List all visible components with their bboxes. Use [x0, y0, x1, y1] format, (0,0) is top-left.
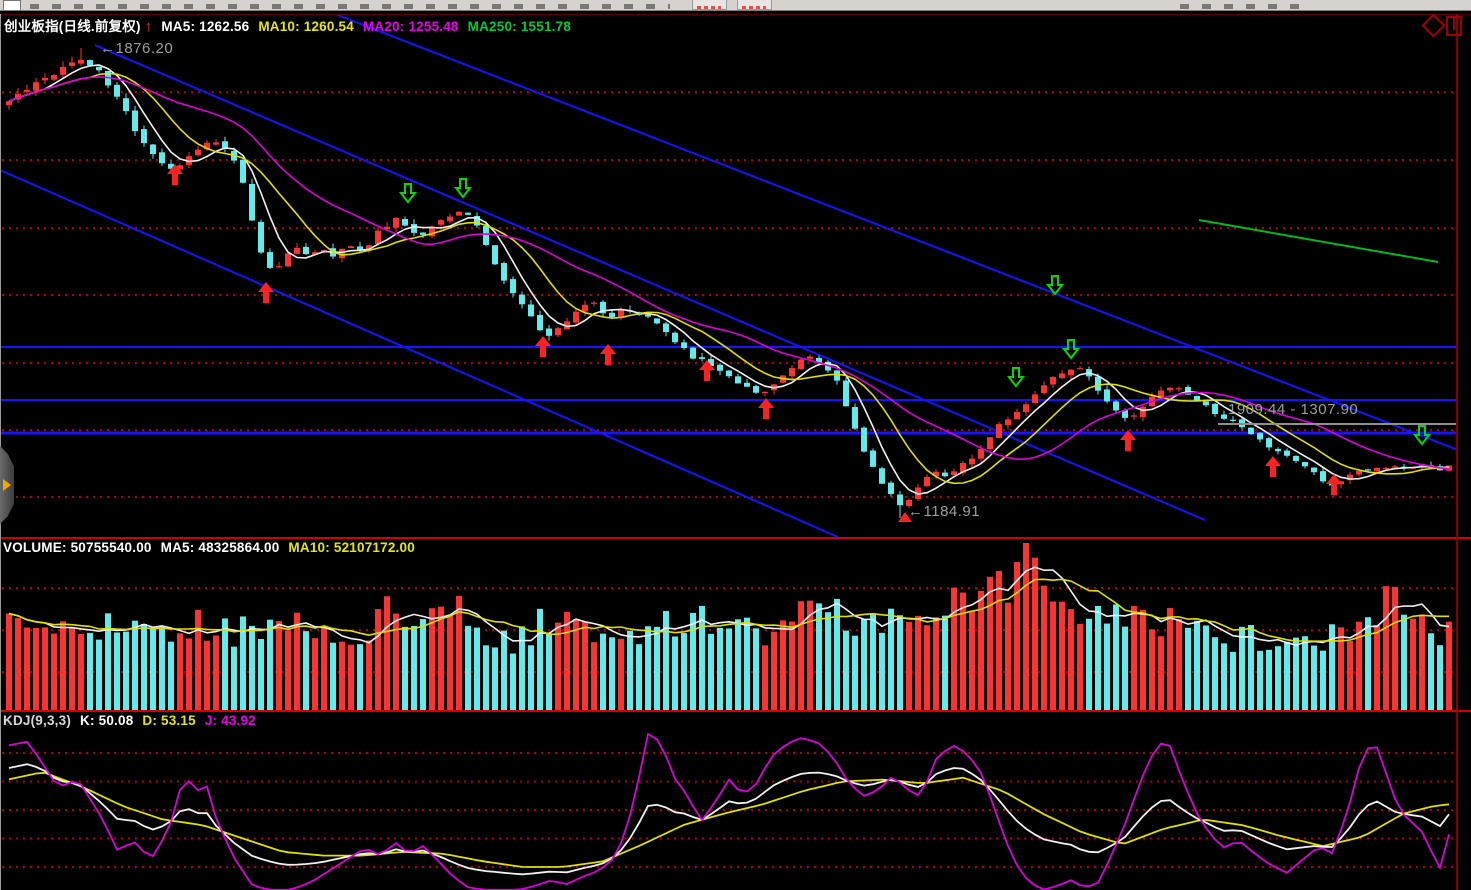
sell-signal-arrow-icon [398, 183, 418, 204]
kdj-pane-header: KDJ(9,3,3) K: 50.08 D: 53.15 J: 43.92 [3, 713, 265, 728]
kdj-label: D: 53.15 [142, 713, 196, 728]
toolbar-right-strip[interactable] [1180, 4, 1310, 9]
chart-title: 创业板指(日线.前复权) [4, 19, 141, 34]
volume-pane[interactable] [0, 537, 1471, 710]
main-pane-header: 创业板指(日线.前复权) ↑ MA5: 1262.56 MA10: 1260.54 MA… [4, 15, 589, 35]
ma-label: MA10: 1260.54 [258, 19, 354, 34]
sell-signal-arrow-icon [1045, 275, 1065, 296]
trend-up-arrow-icon: ↑ [144, 18, 153, 35]
price-annotation: 1909.44 - 1307.90 [1228, 401, 1359, 418]
sell-signal-arrow-icon [453, 178, 473, 199]
kdj-pane[interactable] [0, 710, 1471, 890]
kdj-label: J: 43.92 [204, 713, 256, 728]
price-axis-border [1456, 14, 1458, 890]
ma-label: MA5: 1262.56 [161, 19, 250, 34]
split-window-icon[interactable] [1446, 16, 1462, 36]
menu-strip[interactable] [30, 4, 670, 9]
price-annotation: ←1184.91 [908, 503, 981, 520]
buy-signal-arrow-icon [258, 282, 274, 303]
volume-label: MA10: 52107172.00 [288, 540, 415, 555]
buy-signal-arrow-icon [758, 398, 774, 419]
buy-signal-arrow-icon [167, 164, 183, 185]
sell-signal-arrow-icon [1061, 339, 1081, 360]
buy-signal-arrow-icon [535, 336, 551, 357]
quote-hot-button[interactable] [692, 0, 727, 10]
sell-signal-arrow-icon [1412, 425, 1432, 446]
top-toolbar [0, 0, 1471, 11]
low-point-marker-icon [898, 512, 912, 522]
expand-panel-handle[interactable] [0, 446, 14, 524]
price-annotation: ←1876.20 [100, 40, 174, 57]
quote-hot-button[interactable] [737, 0, 772, 10]
buy-signal-arrow-icon [699, 360, 715, 381]
volume-label: MA5: 48325864.00 [160, 540, 280, 555]
ma-label: MA20: 1255.48 [362, 19, 459, 34]
buy-signal-arrow-icon [1326, 474, 1342, 495]
sell-signal-arrow-icon [1006, 367, 1026, 388]
volume-pane-header: VOLUME: 50755540.00 MA5: 48325864.00 MA10:… [3, 540, 424, 555]
buy-signal-arrow-icon [600, 344, 616, 365]
buy-signal-arrow-icon [1265, 456, 1281, 477]
window-icon[interactable] [3, 0, 21, 10]
main-candlestick-pane[interactable] [0, 14, 1471, 537]
kdj-label: K: 50.08 [80, 713, 134, 728]
kdj-label: KDJ(9,3,3) [3, 713, 72, 728]
ma-label: MA250: 1551.78 [467, 19, 572, 34]
volume-label: VOLUME: 50755540.00 [3, 540, 152, 555]
buy-signal-arrow-icon [1120, 430, 1136, 451]
expand-panel-arrow-icon [3, 479, 11, 491]
